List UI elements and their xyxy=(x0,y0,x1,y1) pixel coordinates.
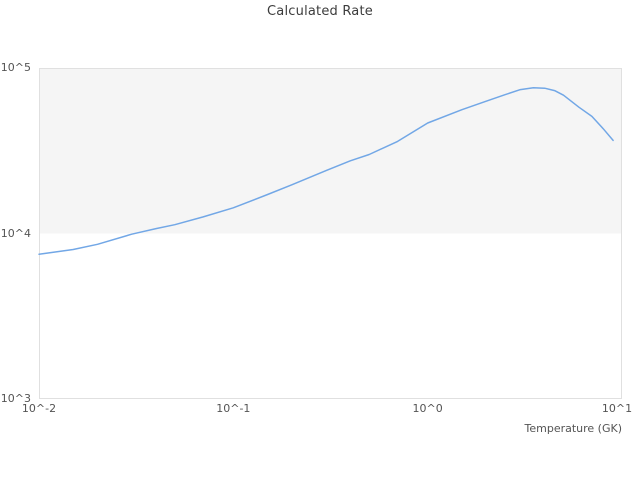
plot-border xyxy=(39,68,622,399)
rate-line xyxy=(38,86,614,255)
chart-title: Calculated Rate xyxy=(267,4,373,19)
log-decade-band xyxy=(39,68,622,234)
